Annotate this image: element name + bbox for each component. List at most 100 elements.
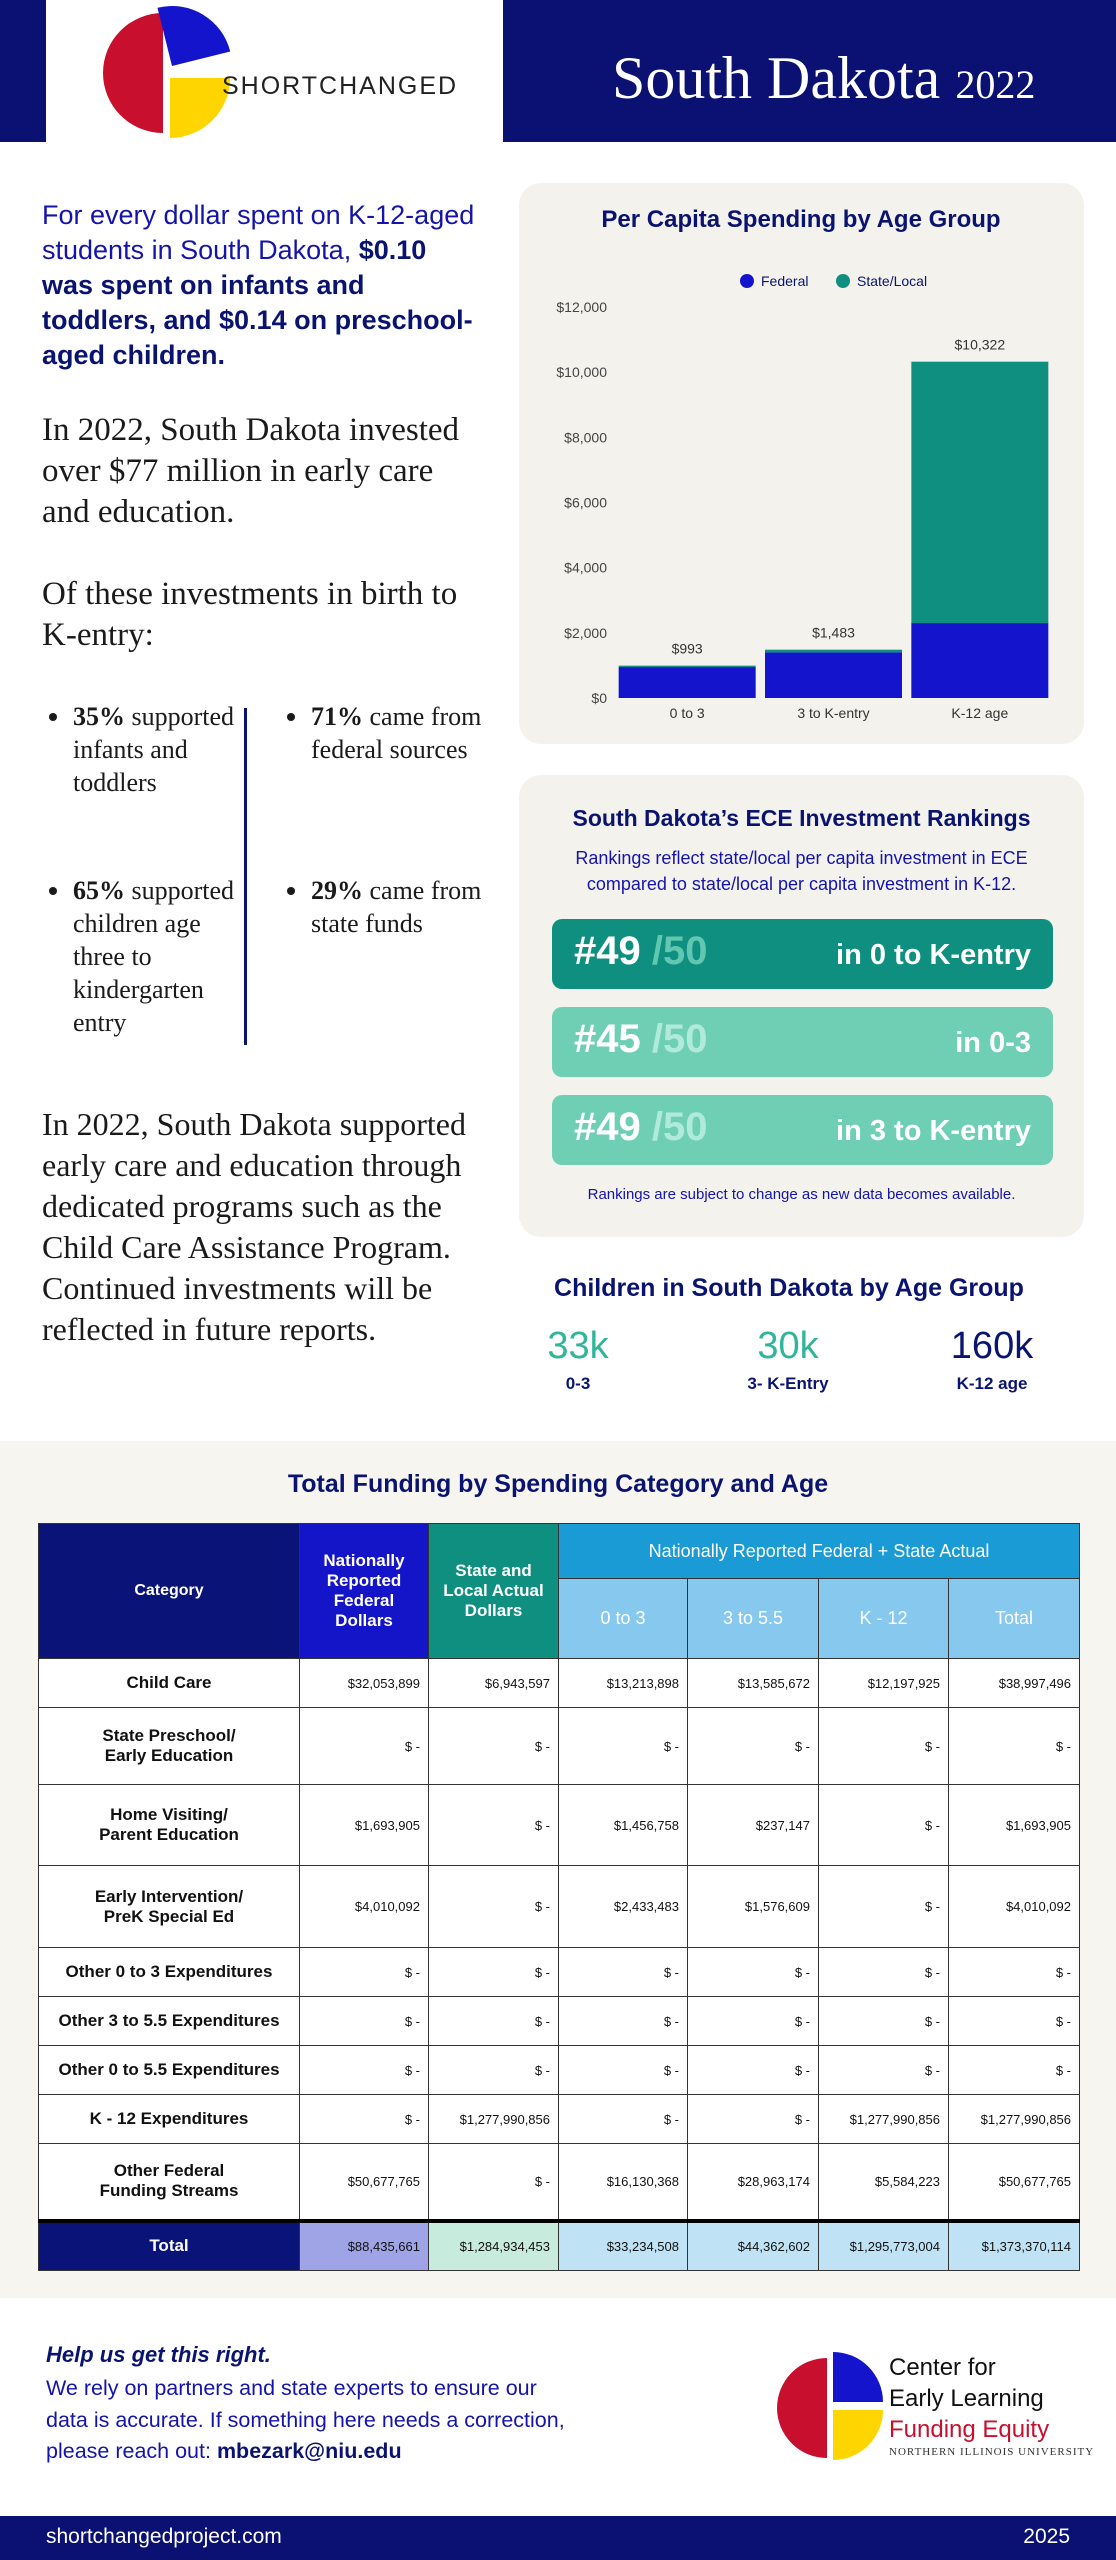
rank-label: in 0-3 <box>955 1027 1031 1059</box>
table-cell: $ - <box>428 1947 559 1997</box>
table-cell: $1,576,609 <box>687 1865 819 1948</box>
rank-label: in 0 to K-entry <box>836 939 1031 971</box>
lead-bold: $0.10 was spent on infants and toddlers,… <box>42 235 473 370</box>
intro-lead: For every dollar spent on K-12-aged stud… <box>42 198 482 373</box>
table-row: State Preschool/ Early Education $ - $ - $ … <box>38 1707 1081 1785</box>
rankings-subtitle: Rankings reflect state/local per capita … <box>575 848 1028 894</box>
table-cell: $50,677,765 <box>947 2143 1081 2221</box>
ranking-bar: #49 /50 in 0 to K-entry <box>552 919 1053 989</box>
table-cell: $ - <box>818 1707 949 1785</box>
org-line: Early Learning <box>889 2385 1044 2412</box>
table-cell: $ - <box>428 2045 559 2095</box>
table-cell: $ - <box>428 1784 559 1866</box>
y-tick-label: $6,000 <box>564 495 607 511</box>
table-cell: $2,433,483 <box>558 1865 688 1948</box>
rank: #49 <box>574 929 641 973</box>
message: We rely on partners and state experts to… <box>46 2376 565 2463</box>
children-count: 30k <box>757 1325 819 1367</box>
org-logo <box>777 2352 883 2460</box>
table-cell: $ - <box>818 1865 949 1948</box>
table-cell: $4,010,092 <box>947 1865 1081 1948</box>
bullet-dot <box>287 713 295 721</box>
table-cell: $ - <box>818 2045 949 2095</box>
rank-value: #49 /50 <box>574 929 707 974</box>
bullet: 35% supported infants and toddlers <box>49 700 247 799</box>
total-cell: $1,284,934,453 <box>428 2218 559 2271</box>
table-cell: $13,585,672 <box>687 1658 819 1708</box>
table-cell: $ - <box>558 1947 688 1997</box>
table-cell: K - 12 Expenditures <box>38 2094 300 2144</box>
header-cell: Nationally Reported Federal Dollars <box>299 1523 429 1659</box>
table-cell: $ - <box>299 2094 429 2144</box>
table-cell: $ - <box>687 1707 819 1785</box>
children-count: 33k <box>547 1325 609 1367</box>
table-cell: $ - <box>428 1865 559 1948</box>
y-tick-label: $0 <box>591 690 607 706</box>
bar-segment <box>618 665 756 668</box>
bar-segment <box>765 652 902 698</box>
table-cell: $5,584,223 <box>818 2143 949 2221</box>
lead: For every dollar spent on K-12-aged stud… <box>42 200 475 265</box>
table-cell: $1,277,990,856 <box>428 2094 559 2144</box>
children-label: 0-3 <box>565 1374 591 1393</box>
rank: #45 <box>574 1017 641 1061</box>
rank-of: /50 <box>651 1017 708 1061</box>
bullet-text: supported children age three to kinderga… <box>73 876 235 1037</box>
table-cell: $13,213,898 <box>558 1658 688 1708</box>
table-cell: Early Intervention/ PreK Special Ed <box>38 1865 300 1948</box>
total-cell: $44,362,602 <box>687 2218 819 2271</box>
bullet-pct: 71% <box>311 702 363 731</box>
bullet: 65% supported children age three to kind… <box>49 874 247 1039</box>
footer-band <box>0 2516 1116 2560</box>
divider <box>244 708 247 1045</box>
x-tick-label: K-12 age <box>951 705 1008 721</box>
bullet-text: came from federal sources <box>311 702 482 764</box>
y-tick-label: $12,000 <box>556 299 607 315</box>
bullet-text: came from state funds <box>311 876 482 938</box>
university: NORTHERN ILLINOIS UNIVERSITY <box>889 2446 1095 2458</box>
legend-label: Federal <box>761 273 808 289</box>
table-cell: $ - <box>818 1784 949 1866</box>
table-cell: $50,677,765 <box>299 2143 429 2221</box>
ranking-bar: #49 /50 in 3 to K-entry <box>552 1095 1053 1165</box>
table-row: Other Federal Funding Streams $50,677,765… <box>38 2143 1081 2221</box>
total-cell: $1,373,370,114 <box>947 2218 1081 2271</box>
org-line: Funding Equity <box>889 2416 1050 2443</box>
total-cell: $33,234,508 <box>558 2218 688 2271</box>
x-tick-label: 0 to 3 <box>670 705 705 721</box>
y-tick-label: $10,000 <box>556 364 607 380</box>
table-row: Other 0 to 3 Expenditures $ - $ - $ - $ - $ -… <box>38 1947 1081 1997</box>
email[interactable]: mbezark@niu.edu <box>216 2439 402 2463</box>
year: 2022 <box>955 62 1036 107</box>
bullet-dot <box>287 887 295 895</box>
brand-logo: SHORTCHANGED <box>103 6 456 138</box>
table-cell: $ - <box>947 2045 1081 2095</box>
table-cell: $ - <box>947 1947 1081 1997</box>
children-title: Children in South Dakota by Age Group <box>554 1274 1024 1302</box>
org-name: Center for Early Learning Funding Equity… <box>889 2352 1094 2459</box>
rank-value: #45 /50 <box>574 1017 707 1062</box>
legend-swatch <box>740 274 754 288</box>
rankings-title: South Dakota’s ECE Investment Rankings <box>572 805 1031 831</box>
rankings-note: Rankings are subject to change as new da… <box>587 1186 1016 1203</box>
total-cell: $1,295,773,004 <box>818 2218 949 2271</box>
chart: Per Capita Spending by Age Group $0 $2,00… <box>556 206 1049 721</box>
table-cell: Other 3 to 5.5 Expenditures <box>38 1996 300 2046</box>
table-cell: Other Federal Funding Streams <box>38 2143 300 2221</box>
header-cell: Total <box>947 1578 1081 1659</box>
table-cell: $1,277,990,856 <box>947 2094 1081 2144</box>
table-row: Other 3 to 5.5 Expenditures $ - $ - $ - $ - $… <box>38 1996 1081 2046</box>
total-label: $993 <box>672 641 703 657</box>
y-tick-label: $8,000 <box>564 429 607 445</box>
rank-label: in 3 to K-entry <box>836 1115 1031 1147</box>
bullet-pct: 29% <box>311 876 363 905</box>
table-cell: $ - <box>687 1996 819 2046</box>
bar-segment <box>618 667 756 698</box>
children-count: 160k <box>950 1325 1034 1367</box>
table-cell: $ - <box>558 2094 688 2144</box>
table-cell: $ - <box>299 1996 429 2046</box>
children-label: 3- K-Entry <box>747 1374 829 1393</box>
state: South Dakota <box>612 45 941 111</box>
table-cell: $ - <box>558 2045 688 2095</box>
table-cell: $ - <box>558 1707 688 1785</box>
